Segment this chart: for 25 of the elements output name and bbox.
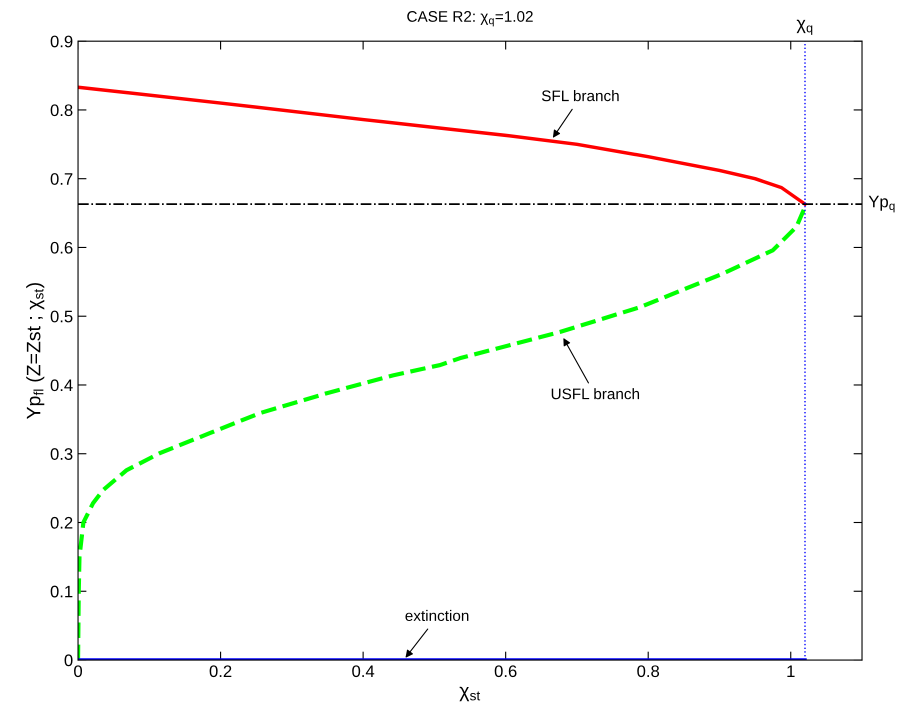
annotation: SFL branch [542,90,619,102]
y-axis-title: Yp$_{fl}$ (Z=Zst ; χ$_{st}$) [26,283,44,420]
annotation: USFL branch [552,388,640,400]
ref-line-label: χ$_{q}$ [796,20,812,35]
y-tick-label: 0.2 [50,516,72,529]
x-tick-label: 1 [787,665,795,677]
x-axis-title: χ$_{st}$ [459,686,480,702]
chart-title: CASE R2: χ$_{q}$=1.02 [407,11,533,26]
y-tick-label: 0.6 [50,242,72,254]
x-tick-label: 0 [74,665,82,678]
y-tick-label: 0.9 [50,36,72,48]
y-tick-label: 0.3 [50,448,72,460]
x-tick-label: 0.8 [637,665,660,678]
x-tick-label: 0.2 [210,665,232,678]
x-tick-label: 0.4 [352,665,374,678]
ref-line-label: Yp$_{q}$ [868,196,895,212]
annotation: extinction [405,610,468,622]
y-tick-label: 0.4 [50,379,73,392]
y-tick-label: 0.7 [50,173,72,185]
line-series [78,86,807,206]
y-tick-label: 0.5 [50,310,72,322]
x-tick-label: 0.6 [494,665,517,678]
y-tick-label: 0.1 [50,586,72,598]
y-tick-label: 0.8 [50,104,72,116]
y-tick-label: 0 [64,654,73,666]
